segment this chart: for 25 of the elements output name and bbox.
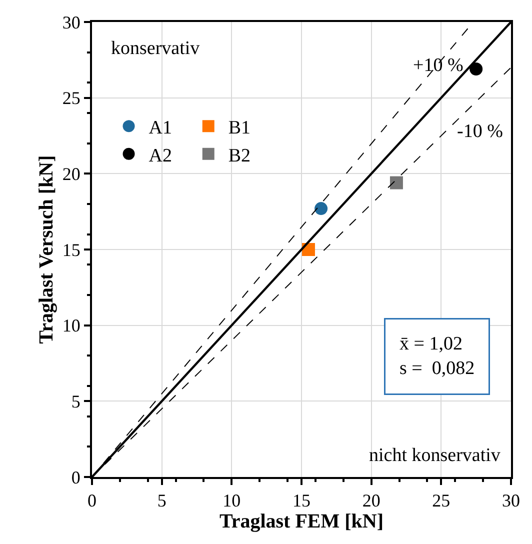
x-tick-label: 15 [292, 490, 310, 511]
annotation: nicht konservativ [369, 445, 501, 466]
annotation: x̄ = 1,02 s = 0,082 [400, 334, 475, 380]
legend-label: B1 [228, 118, 251, 139]
y-axis-title: Traglast Versuch [kN] [35, 155, 58, 344]
y-tick-label: 20 [62, 164, 80, 184]
legend-label: B2 [228, 145, 251, 166]
y-tick-label: 5 [71, 391, 80, 412]
y-tick-label: 10 [62, 316, 80, 336]
x-axis-title: Traglast FEM [kN] [219, 510, 384, 533]
x-tick-label: 0 [88, 490, 96, 511]
legend-label: A2 [148, 145, 172, 166]
legend-label: A1 [148, 118, 172, 139]
annotation: konservativ [111, 38, 200, 59]
y-tick-label: 25 [62, 88, 80, 108]
y-tick-label: 30 [62, 12, 80, 32]
annotation: -10 % [457, 121, 504, 142]
x-tick-label: 30 [502, 490, 520, 511]
x-tick-label: 10 [222, 490, 241, 511]
x-tick-label: 25 [432, 490, 450, 511]
x-tick-label: 20 [362, 490, 380, 511]
annotation: +10 % [413, 55, 464, 76]
y-tick-label: 0 [71, 467, 80, 488]
x-tick-label: 5 [157, 490, 166, 511]
y-tick-label: 15 [62, 240, 80, 260]
